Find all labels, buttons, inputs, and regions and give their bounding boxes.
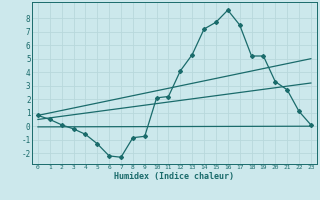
- X-axis label: Humidex (Indice chaleur): Humidex (Indice chaleur): [115, 172, 234, 181]
